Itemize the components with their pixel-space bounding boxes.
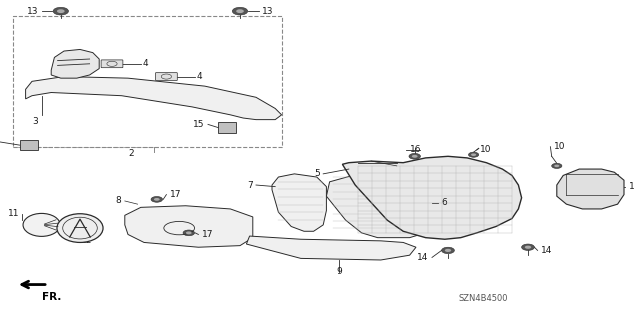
FancyBboxPatch shape (101, 60, 123, 68)
Circle shape (554, 165, 559, 167)
Text: 8: 8 (116, 197, 122, 205)
Text: 14: 14 (541, 246, 552, 255)
Polygon shape (125, 206, 253, 247)
Text: 17: 17 (170, 190, 181, 199)
FancyBboxPatch shape (156, 73, 177, 80)
Text: 7: 7 (247, 181, 253, 189)
Text: SZN4B4500: SZN4B4500 (458, 294, 508, 303)
Text: 13: 13 (262, 7, 274, 16)
Polygon shape (342, 156, 522, 239)
Circle shape (151, 197, 163, 202)
Polygon shape (557, 169, 624, 209)
Circle shape (186, 232, 192, 234)
Text: 4: 4 (196, 72, 202, 81)
Text: 12: 12 (81, 236, 92, 245)
Circle shape (412, 155, 418, 158)
Polygon shape (326, 171, 435, 238)
Text: 5: 5 (314, 169, 320, 178)
Bar (13, 16, 282, 147)
Polygon shape (272, 174, 326, 231)
Circle shape (468, 152, 479, 157)
Text: 15: 15 (193, 120, 205, 129)
Circle shape (471, 153, 476, 156)
Text: 10: 10 (480, 145, 492, 154)
Text: 11: 11 (8, 209, 19, 218)
Polygon shape (51, 49, 99, 78)
Circle shape (442, 247, 454, 254)
Text: 16: 16 (410, 145, 421, 154)
Circle shape (552, 163, 562, 168)
Text: 13: 13 (27, 7, 38, 16)
FancyBboxPatch shape (20, 140, 38, 150)
Circle shape (57, 9, 65, 13)
Text: 14: 14 (417, 253, 429, 262)
Text: 10: 10 (554, 142, 565, 151)
Polygon shape (26, 77, 282, 120)
Text: 9: 9 (337, 267, 342, 276)
Ellipse shape (57, 214, 103, 242)
Text: 4: 4 (142, 59, 148, 68)
Circle shape (409, 153, 420, 159)
Polygon shape (246, 236, 416, 260)
Text: 17: 17 (202, 230, 213, 239)
Circle shape (154, 198, 160, 201)
Text: 2: 2 (129, 149, 134, 158)
Text: 6: 6 (442, 198, 447, 207)
Circle shape (236, 9, 244, 13)
Circle shape (183, 230, 195, 236)
Text: FR.: FR. (42, 292, 61, 302)
Text: 3: 3 (33, 117, 38, 126)
Circle shape (53, 7, 68, 15)
Circle shape (232, 7, 248, 15)
Circle shape (525, 246, 531, 249)
Circle shape (522, 244, 534, 250)
Text: 1: 1 (628, 182, 634, 191)
FancyBboxPatch shape (218, 122, 236, 133)
Circle shape (445, 249, 451, 252)
Ellipse shape (23, 213, 60, 236)
